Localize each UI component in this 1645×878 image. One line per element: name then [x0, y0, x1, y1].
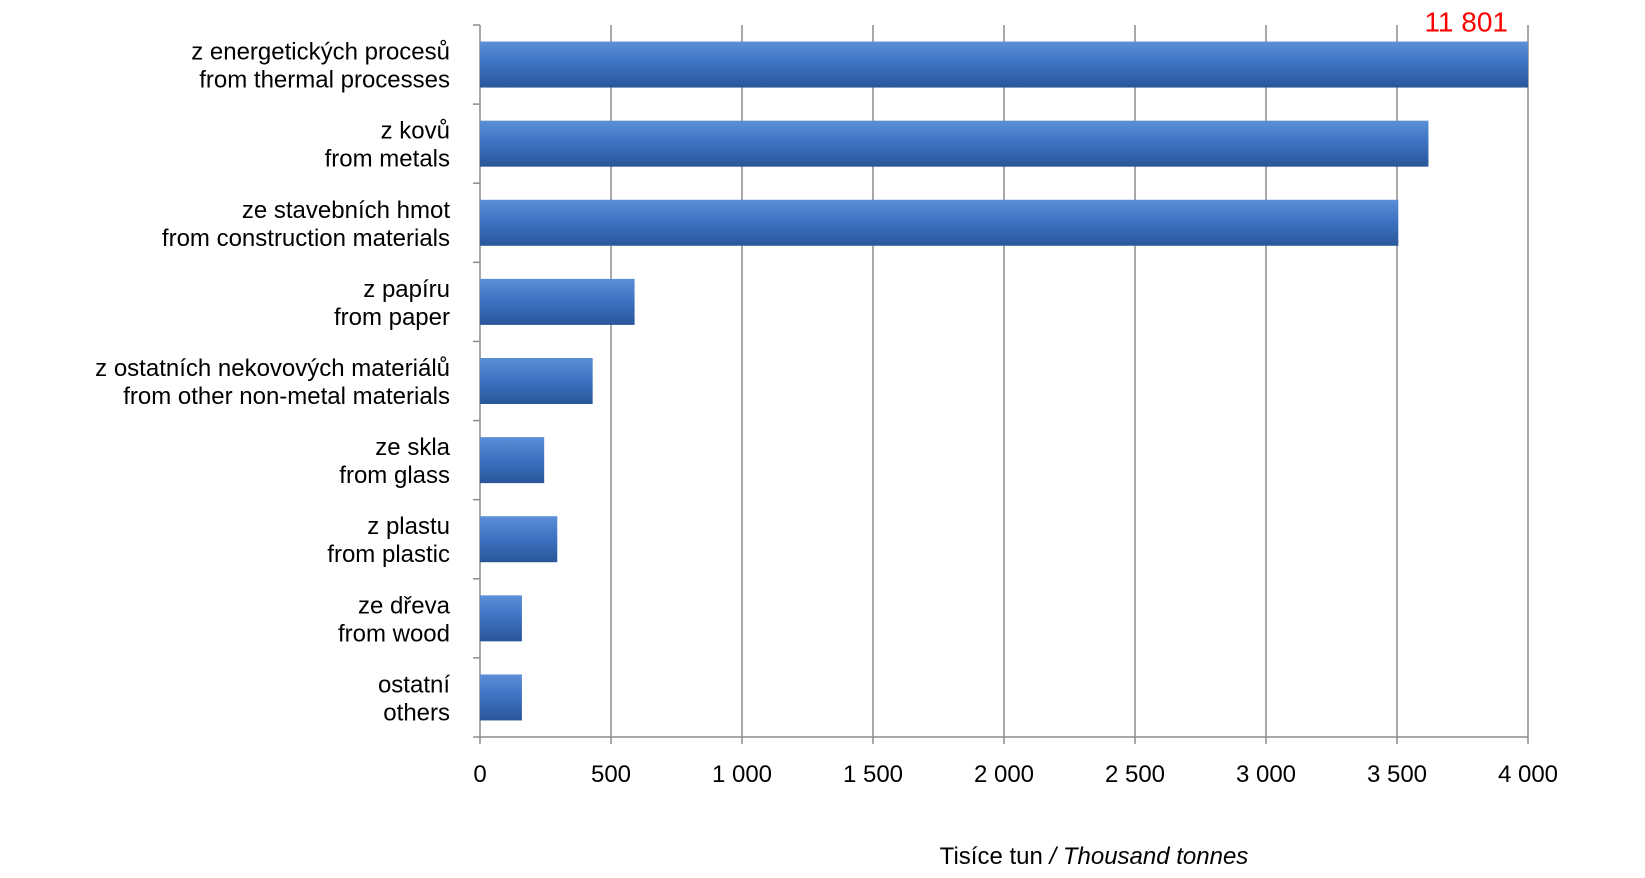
bar [480, 120, 1429, 167]
bars [480, 41, 1528, 721]
category-label: from metals [325, 146, 450, 173]
data-label: 11 801 [1424, 7, 1508, 38]
category-label: z kovů [381, 118, 450, 145]
x-axis-title-english: / Thousand tonnes [1048, 843, 1249, 870]
x-tick-label: 3 000 [1236, 761, 1296, 788]
category-label: from paper [334, 304, 450, 331]
bar [480, 437, 545, 484]
x-axis-title-main: Tisíce tun [940, 843, 1050, 870]
category-label: from other non-metal materials [123, 383, 450, 410]
labels: 0 500 1 000 1 500 2 000 2 500 3 000 3 500 4 000 z… [95, 7, 1558, 870]
category-label: from thermal processes [199, 67, 450, 94]
x-tick-label: 1 500 [843, 761, 903, 788]
category-label: from glass [339, 462, 450, 489]
bar [480, 358, 593, 404]
x-tick-label: 3 500 [1367, 761, 1427, 788]
x-tick-label: 1 000 [712, 761, 772, 788]
bar [480, 674, 522, 721]
x-tick-label: 2 000 [974, 761, 1034, 788]
category-label: from wood [338, 620, 450, 647]
bar [480, 278, 635, 325]
category-label: ze skla [375, 434, 450, 461]
category-label: z ostatních nekovových materiálů [95, 355, 450, 382]
category-label: z energetických procesů [191, 39, 450, 66]
bar [480, 516, 558, 563]
category-label: others [383, 699, 450, 726]
category-label: ze dřeva [358, 592, 451, 619]
bar [480, 595, 522, 642]
category-label: from construction materials [162, 225, 450, 252]
bar [480, 41, 1528, 88]
x-tick-label: 2 500 [1105, 761, 1165, 788]
category-label: z plastu [367, 513, 450, 540]
x-tick-label: 500 [591, 761, 631, 788]
category-label: ostatní [378, 671, 450, 698]
x-tick-label: 0 [473, 761, 486, 788]
bar [480, 199, 1399, 246]
category-label: z papíru [363, 276, 450, 303]
x-axis-title: Tisíce tun / Thousand tonnes [940, 843, 1249, 870]
category-label: from plastic [327, 541, 450, 568]
x-tick-label: 4 000 [1498, 761, 1558, 788]
category-label: ze stavebních hmot [242, 197, 450, 224]
